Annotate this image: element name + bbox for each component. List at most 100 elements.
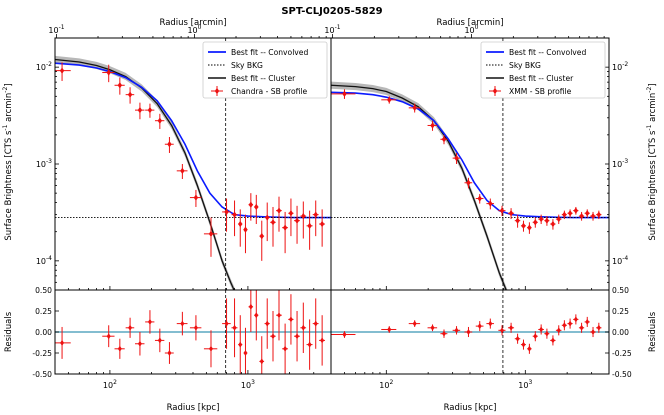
data-point [193,194,199,201]
residual-y-tick-label: 0.00 [35,328,52,337]
ylabel-sup-2: -2 [2,87,9,93]
data-point [276,207,282,214]
data-point [180,167,185,175]
residual-point [128,324,133,331]
left-xlabel: Radius [kpc] [167,403,220,413]
data-point [515,217,520,224]
data-point [585,210,590,217]
residual-point [60,339,65,346]
residual-point [320,337,325,344]
data-point [167,141,172,148]
residuals-plot-area [55,290,331,374]
residual-point [591,329,596,335]
residual-point [430,324,435,331]
residual-point [412,320,417,327]
residual-point [313,320,318,327]
ylabel-part-3: ] [4,83,14,86]
legend-box [202,41,328,99]
y-tick-label: 10-2 [36,61,52,72]
residual-point [277,312,282,319]
right-residuals-ylabel: Residuals [648,311,658,352]
residual-y-tick-label: -0.25 [32,349,52,358]
legend-item-sky-bkg: Sky BKG [509,61,541,70]
residual-point [527,345,532,352]
top-x-tick-label: 100 [187,24,201,35]
data-point [579,212,584,220]
legend-item-cluster: Best fit -- Cluster [509,74,574,83]
chandra-residuals-panel: -0.50 -0.25 0.00 0.25 0.50 102 103 [32,286,332,390]
data-point [106,69,111,76]
data-point [567,210,573,217]
data-point [477,195,482,202]
data-point [342,90,347,98]
residual-point [137,340,142,347]
residual-point [307,341,312,348]
x-tick-label: 102 [103,379,117,390]
y-tick-label: 10-3 [36,158,52,169]
residual-point [539,326,544,333]
data-point [137,106,143,114]
residuals-plot-area [331,290,609,374]
data-point [562,211,567,218]
y-tick-label: 10-4 [612,255,628,266]
x-tick-label: 102 [379,379,393,390]
data-point [259,232,264,240]
y-tick-label: 10-3 [612,158,628,169]
residual-point [562,322,567,329]
residual-y-tick-label: 0.50 [35,286,52,295]
left-residuals-ylabel: Residuals [4,311,14,352]
ylabel-sup-1: -1 [2,124,9,130]
residual-y-tick-label: 0.50 [612,286,629,295]
data-point [232,211,237,218]
residual-point [248,303,253,310]
residual-point [288,316,293,323]
data-point [224,208,229,216]
data-point [248,201,254,208]
xmm-residuals-panel: -0.50 -0.25 0.00 0.25 0.50 102 103 [330,286,632,390]
residual-point [544,330,549,337]
y-tick-label: 10-4 [36,255,52,266]
data-point [270,219,276,226]
residual-point [466,329,471,335]
residual-point [283,345,288,352]
residual-point [488,320,493,327]
residual-point [573,316,578,323]
ylabel-sup-1: -1 [646,124,653,130]
residual-point [238,341,243,348]
ylabel-part-1: Surface Brightness [CTS s [648,130,658,241]
residual-point [232,324,237,331]
residual-point [224,320,229,327]
figure-title: SPT-CLJ0205-5829 [281,6,382,17]
data-point [319,220,325,228]
data-point [265,214,270,221]
data-point [521,222,526,230]
residual-point [243,350,248,356]
data-point [556,215,561,223]
residual-y-tick-label: -0.25 [612,349,632,358]
data-point [538,215,544,223]
legend-item-data: XMM - SB profile [509,87,572,96]
residual-y-tick-label: 0.25 [35,307,52,316]
residual-point [301,324,306,331]
data-point [508,210,514,217]
left-top-xlabel: Radius [arcmin] [159,18,226,28]
residual-point [568,320,573,327]
data-point [301,212,306,220]
residual-point [454,327,459,334]
legend-marker [492,87,498,95]
data-point [313,211,318,218]
top-x-tick-label: 100 [464,24,478,35]
best-fit-cluster-line [55,58,235,290]
data-point [238,220,243,228]
data-point [454,154,459,162]
residual-point [106,333,111,340]
residual-point [500,327,505,334]
right-xlabel: Radius [kpc] [444,403,497,413]
residual-y-tick-label: 0.00 [612,328,629,337]
cluster-uncertainty-band [331,81,508,290]
data-point [307,222,312,230]
data-point [430,122,435,129]
ylabel-part-2: arcmin [648,93,658,125]
residual-point [157,337,162,344]
